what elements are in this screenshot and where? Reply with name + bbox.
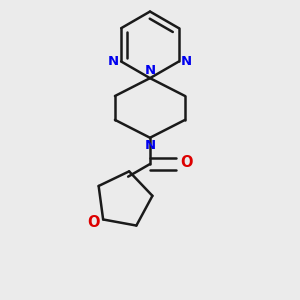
Text: O: O (180, 155, 192, 170)
Text: N: N (108, 55, 119, 68)
Text: O: O (87, 215, 100, 230)
Text: N: N (144, 139, 156, 152)
Text: N: N (181, 55, 192, 68)
Text: N: N (144, 64, 156, 77)
